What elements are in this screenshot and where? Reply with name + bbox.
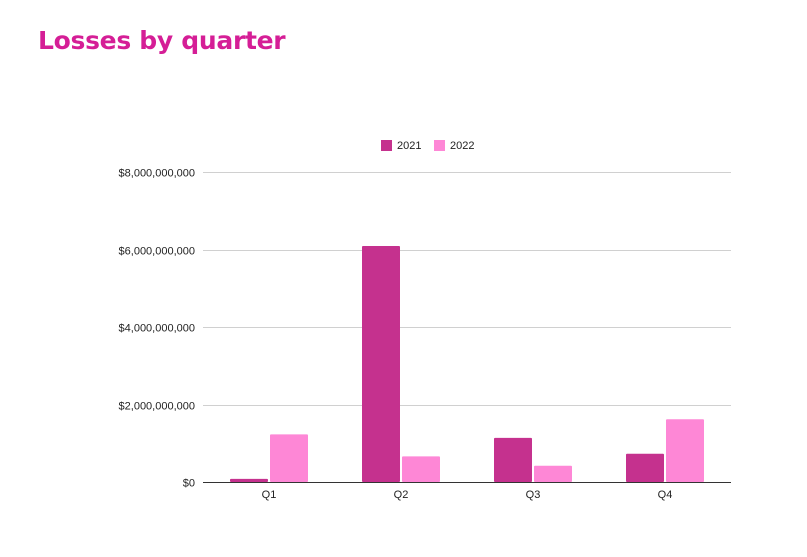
bar-2022-Q3 bbox=[534, 465, 572, 482]
legend-swatch-2022 bbox=[434, 140, 445, 151]
x-axis: Q1 Q2 Q3 Q4 bbox=[203, 482, 731, 501]
x-tick-label: Q1 bbox=[262, 489, 277, 501]
legend-swatch-2021 bbox=[381, 140, 392, 151]
x-tick-label: Q4 bbox=[658, 489, 673, 501]
legend: 2021 2022 bbox=[381, 140, 474, 152]
y-axis-tick-labels: $0 $2,000,000,000 $4,000,000,000 $6,000,000… bbox=[119, 168, 195, 490]
gridlines bbox=[203, 172, 731, 406]
chart-title: Losses by quarter bbox=[38, 26, 286, 55]
y-tick-label: $8,000,000,000 bbox=[119, 168, 195, 180]
bars bbox=[230, 246, 704, 482]
bar-2022-Q2 bbox=[402, 456, 440, 482]
legend-label: 2021 bbox=[397, 140, 421, 152]
bar-2021-Q3 bbox=[494, 437, 532, 482]
bar-2021-Q4 bbox=[626, 453, 664, 482]
y-tick-label: $4,000,000,000 bbox=[119, 323, 195, 335]
legend-label: 2022 bbox=[450, 140, 474, 152]
x-tick-label: Q2 bbox=[394, 489, 409, 501]
bar-2021-Q2 bbox=[362, 246, 400, 482]
y-tick-label: $2,000,000,000 bbox=[119, 401, 195, 413]
bar-2022-Q1 bbox=[270, 434, 308, 482]
bar-2022-Q4 bbox=[666, 419, 704, 482]
bar-2021-Q1 bbox=[230, 478, 268, 482]
x-tick-label: Q3 bbox=[526, 489, 541, 501]
y-tick-label: $0 bbox=[183, 478, 195, 490]
y-tick-label: $6,000,000,000 bbox=[119, 246, 195, 258]
